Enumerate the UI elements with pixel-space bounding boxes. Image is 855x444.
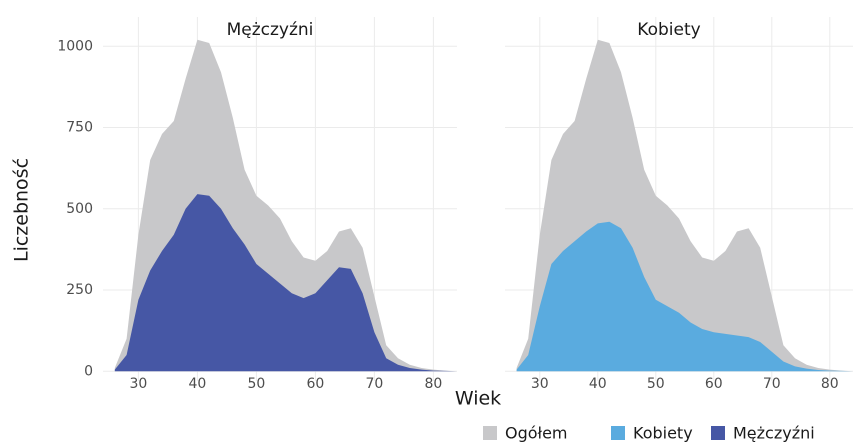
x-tick-label: 60 <box>705 376 723 392</box>
y-axis-label: Liczebność <box>11 158 33 262</box>
area <box>516 221 853 372</box>
panel: 30 40 50 60 70 80 Kobiety <box>505 17 853 392</box>
panel: 0 250 500 750 1000 30 40 50 60 70 80 Mężczyźni <box>57 17 458 392</box>
x-tick-label: 80 <box>424 376 442 392</box>
panel-title: Mężczyźni <box>227 20 314 40</box>
y-tick-label: 500 <box>66 201 93 217</box>
x-tick-label: 60 <box>306 376 324 392</box>
legend-swatch <box>483 426 497 440</box>
x-tick-label: 70 <box>763 376 781 392</box>
x-tick-label: 30 <box>531 376 549 392</box>
area <box>114 194 458 372</box>
x-tick-label: 30 <box>129 376 147 392</box>
x-tick-label: 40 <box>589 376 607 392</box>
x-tick-label: 50 <box>247 376 265 392</box>
x-tick-label: 40 <box>188 376 206 392</box>
legend-label: Ogółem <box>505 424 568 443</box>
legend: Ogółem Kobiety Mężczyźni <box>483 424 815 443</box>
y-tick-label: 250 <box>66 282 93 298</box>
x-axis-label: Wiek <box>455 388 501 410</box>
legend-swatch <box>611 426 625 440</box>
legend-swatch <box>711 426 725 440</box>
y-tick-label: 0 <box>84 363 93 379</box>
legend-label: Kobiety <box>633 424 693 443</box>
x-tick-label: 50 <box>647 376 665 392</box>
x-tick-label: 80 <box>821 376 839 392</box>
x-tick-label: 70 <box>365 376 383 392</box>
y-tick-label: 750 <box>66 120 93 136</box>
legend-label: Mężczyźni <box>733 424 815 443</box>
panel-title: Kobiety <box>637 20 700 40</box>
y-tick-label: 1000 <box>57 38 93 54</box>
